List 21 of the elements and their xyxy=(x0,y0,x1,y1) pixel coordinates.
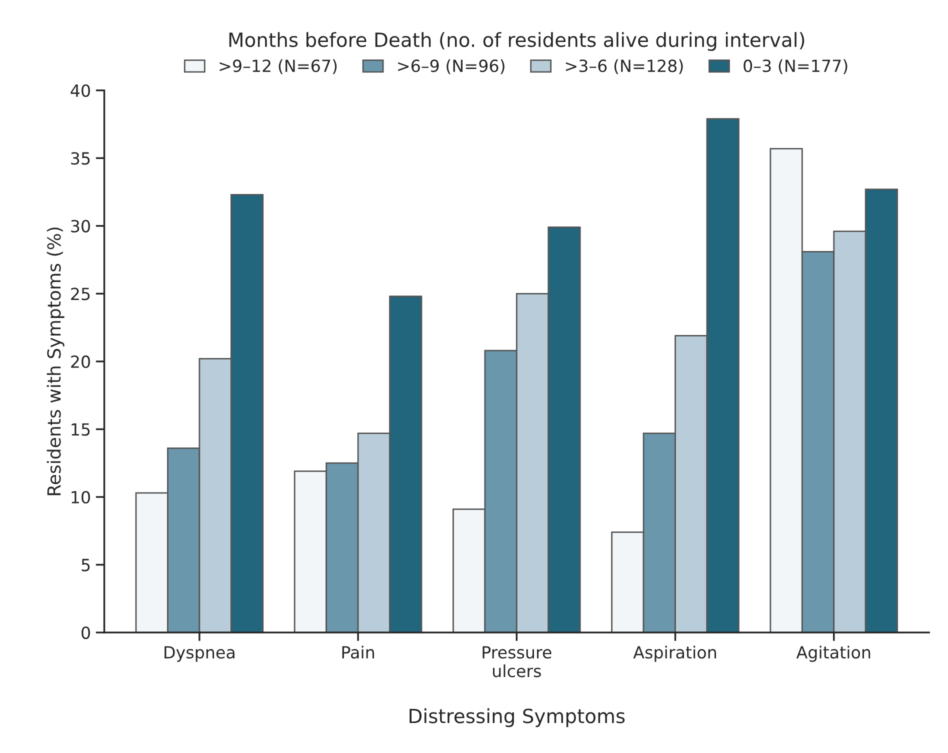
x-tick-label: Aspiration xyxy=(633,646,716,662)
y-tick-label: 15 xyxy=(72,423,90,436)
x-tick-label: Agitation xyxy=(796,646,870,662)
x-axis-title: Distressing Symptoms xyxy=(410,708,625,728)
x-tick-label: Pain xyxy=(342,646,374,659)
y-tick-label: 0 xyxy=(82,626,90,640)
legend-title: Months before Death (no. of residents alive during interval) xyxy=(229,32,804,51)
y-tick-label: 40 xyxy=(70,84,90,97)
legend-label: 0–3 (N=177) xyxy=(744,59,848,74)
y-tick-label: 25 xyxy=(71,288,90,300)
y-tick-label: 20 xyxy=(71,355,90,368)
x-tick-label: Dyspnea xyxy=(164,646,234,662)
legend-label: >6–9 (N=96) xyxy=(398,59,504,74)
y-tick-label: 35 xyxy=(71,152,90,165)
legend-label: >3–6 (N=128) xyxy=(566,59,683,74)
x-tick-label: Pressure ulcers xyxy=(482,646,552,678)
y-axis-title: Residents with Symptoms (%) xyxy=(46,228,64,496)
y-tick-label: 30 xyxy=(71,220,90,232)
y-tick-label: 5 xyxy=(82,558,90,572)
legend-label: >9–12 (N=67) xyxy=(220,59,337,74)
y-tick-label: 10 xyxy=(72,490,90,504)
